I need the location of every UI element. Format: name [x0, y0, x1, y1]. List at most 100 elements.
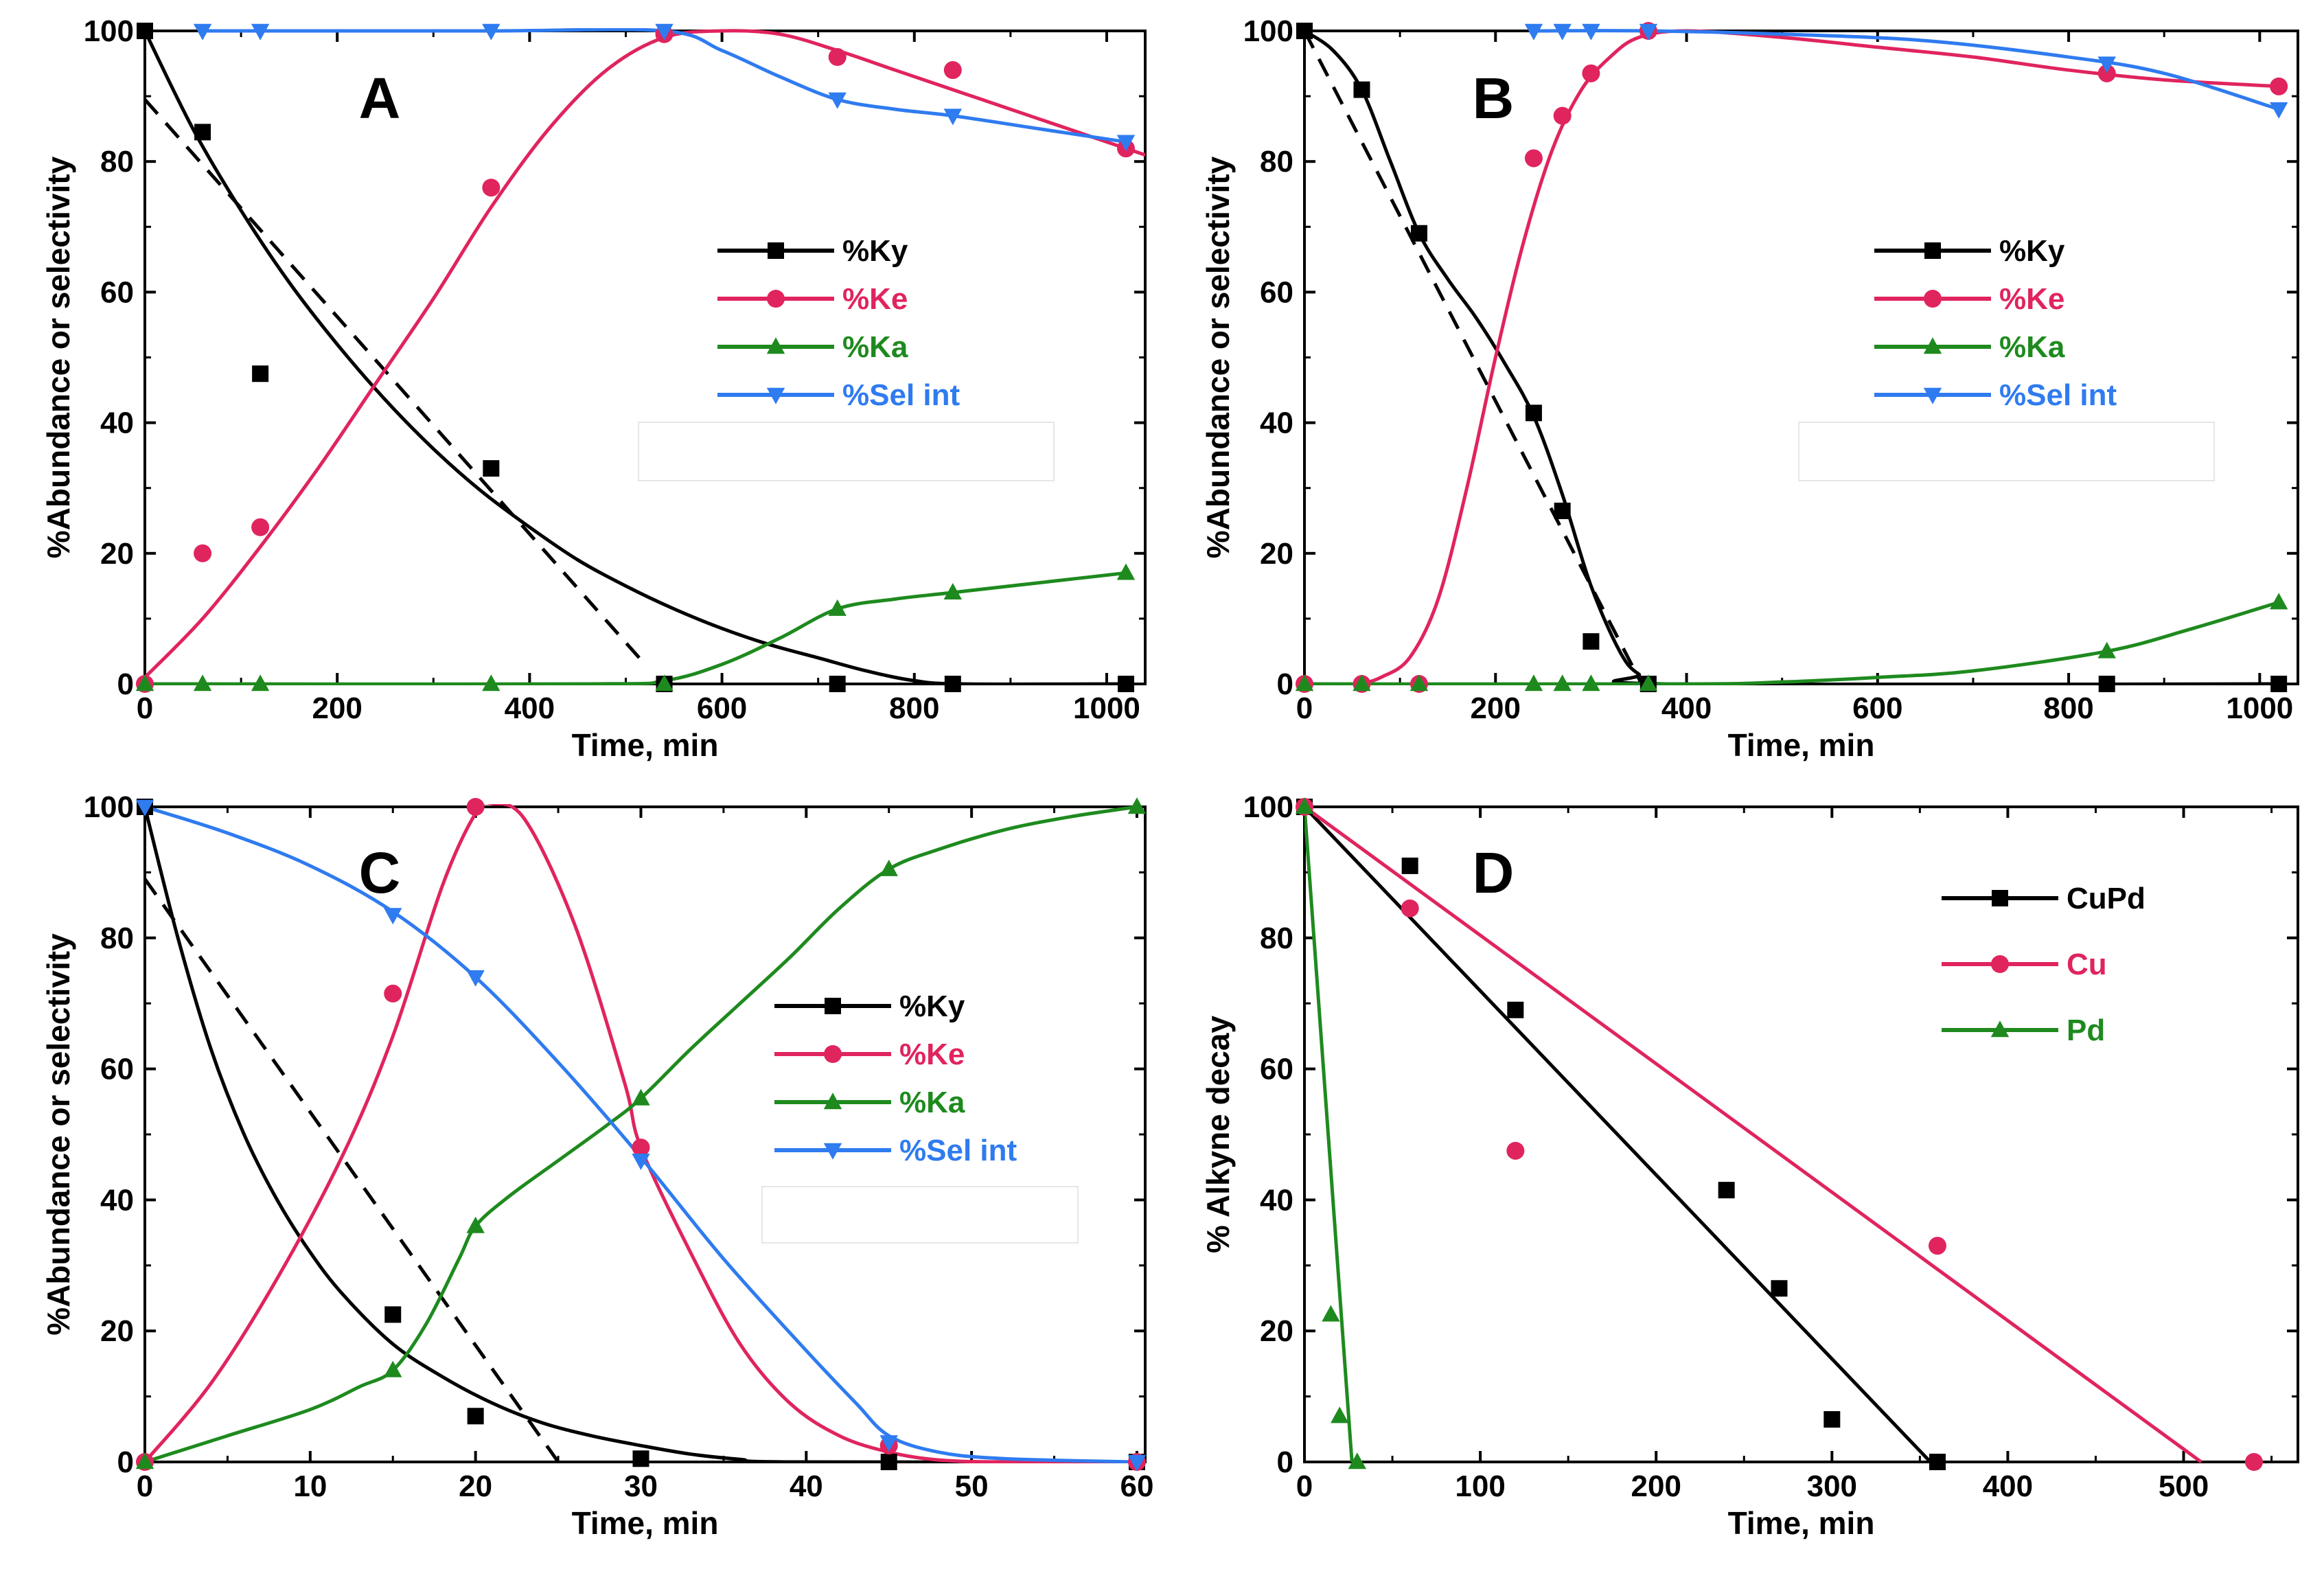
panel-letter: D	[1473, 841, 1515, 905]
data-point-sel-int	[1524, 23, 1543, 41]
data-point-sel-int	[943, 108, 963, 126]
legend-label: %Ka	[842, 330, 908, 364]
data-point-cupd	[1823, 1410, 1841, 1428]
y-axis-label: %Abundance or selectivity	[41, 933, 76, 1336]
data-point-ka	[1127, 797, 1147, 814]
data-point-ke	[384, 984, 402, 1003]
y-tick-label: 60	[1260, 1053, 1293, 1086]
data-point-ky	[1525, 404, 1542, 422]
data-point-sel-int	[1582, 23, 1600, 41]
y-tick-label: 100	[1243, 790, 1293, 824]
x-tick-label: 1000	[1073, 691, 1140, 725]
data-point-cu	[1506, 1141, 1525, 1160]
data-point-sel-int	[2269, 102, 2288, 119]
series-line-ka	[145, 805, 1138, 1463]
legend: %Ky %Ke %Ka %Sel int	[774, 990, 1017, 1167]
data-point-ky	[2098, 676, 2115, 692]
data-point-ky	[1554, 502, 1571, 519]
data-point-sel-int	[135, 799, 154, 816]
data-point-ke	[828, 48, 847, 67]
x-tick-label: 0	[137, 691, 153, 725]
data-point-ke	[251, 518, 270, 536]
data-point-sel-int	[466, 970, 485, 987]
data-layer	[1304, 29, 2279, 685]
data-point-sel-int	[251, 23, 270, 41]
data-point-ka	[1116, 563, 1136, 580]
data-point-ky	[137, 23, 153, 39]
y-axis-label: % Alkyne decay	[1200, 1016, 1236, 1253]
data-point-sel-int	[655, 23, 674, 41]
x-axis-label: Time, min	[572, 727, 719, 763]
data-point-sel-int	[2097, 56, 2116, 73]
legend-marker	[825, 998, 841, 1014]
series-line-ka	[1304, 600, 2279, 685]
data-point-pd	[1331, 1406, 1349, 1423]
series-line-ky	[145, 806, 1137, 1463]
legend: %Ky %Ke %Ka %Sel int	[1874, 234, 2117, 412]
legend-label: %Ke	[842, 282, 908, 316]
data-point-pd	[1295, 797, 1314, 814]
data-point-ka	[1410, 674, 1429, 691]
data-point-ky	[1353, 81, 1370, 98]
legend-marker	[1991, 955, 2009, 973]
y-tick-label: 80	[1260, 145, 1293, 179]
data-point-ke	[2097, 64, 2116, 82]
y-tick-label: 40	[100, 1183, 134, 1217]
data-point-ka	[655, 674, 674, 691]
legend-marker	[1990, 1020, 2010, 1038]
data-point-ke	[632, 1139, 650, 1157]
data-point-sel-int	[1639, 23, 1658, 41]
data-point-ky	[1410, 225, 1427, 242]
data-point-ka	[632, 1088, 650, 1106]
x-axis-label: Time, min	[1728, 1505, 1875, 1541]
x-tick-label: 50	[955, 1470, 989, 1503]
panel-D: 0 100 200 300 400 500 0 20 40 60 80 100 Time, min % A…	[1200, 790, 2299, 1541]
series-line-ky	[1304, 29, 2279, 685]
data-point-sel-int	[384, 908, 402, 925]
y-tick-label: 60	[100, 1053, 134, 1086]
x-tick-label: 1000	[2226, 691, 2293, 725]
legend-label: %Ke	[899, 1038, 965, 1071]
x-tick-label: 30	[624, 1470, 658, 1503]
x-tick-label: 400	[1661, 691, 1712, 725]
data-point-ka	[482, 674, 501, 691]
series-line-ke	[145, 804, 1137, 1463]
y-tick-label: 80	[100, 145, 134, 179]
x-tick-label: 200	[312, 691, 362, 725]
legend-marker	[766, 337, 785, 354]
data-point-cu	[1401, 899, 1419, 917]
series-line-cupd	[1304, 805, 1932, 1463]
y-tick-label: 0	[1277, 667, 1293, 701]
legend-marker	[768, 242, 784, 259]
legend-marker	[1923, 387, 1942, 404]
data-layer	[145, 28, 1145, 685]
legend-marker	[1924, 242, 1941, 259]
y-tick-label: 20	[100, 537, 134, 571]
data-point-pd	[1348, 1452, 1367, 1470]
data-point-ke	[2270, 77, 2288, 95]
x-tick-label: 40	[790, 1470, 823, 1503]
data-point-ka	[1353, 674, 1371, 691]
y-tick-label: 40	[1260, 407, 1293, 440]
faint-box	[1798, 422, 2215, 481]
data-point-ke	[194, 544, 212, 562]
series-line-ka	[145, 571, 1127, 685]
faint-box	[761, 1186, 1079, 1244]
data-point-ka	[135, 1452, 154, 1470]
y-tick-label: 80	[1260, 922, 1293, 955]
data-point-ky	[1117, 676, 1134, 692]
panel-C: 0 10 20 30 40 50 60 0 20 40 60 80 100 Time, min %Abund…	[41, 790, 1153, 1541]
data-point-ke	[943, 61, 962, 80]
legend-label: %Ky	[842, 234, 908, 268]
legend-marker	[1992, 890, 2008, 906]
legend-label: Pd	[2067, 1014, 2105, 1047]
data-point-cupd	[1929, 1454, 1946, 1470]
legend-marker	[823, 1143, 842, 1160]
data-point-cupd	[1507, 1001, 1524, 1018]
x-tick-label: 600	[1852, 691, 1902, 725]
panel-A: 0 200 400 600 800 1000 0 20 40 60 80 100 Time, min %A…	[41, 14, 1147, 763]
x-tick-label: 600	[697, 691, 747, 725]
